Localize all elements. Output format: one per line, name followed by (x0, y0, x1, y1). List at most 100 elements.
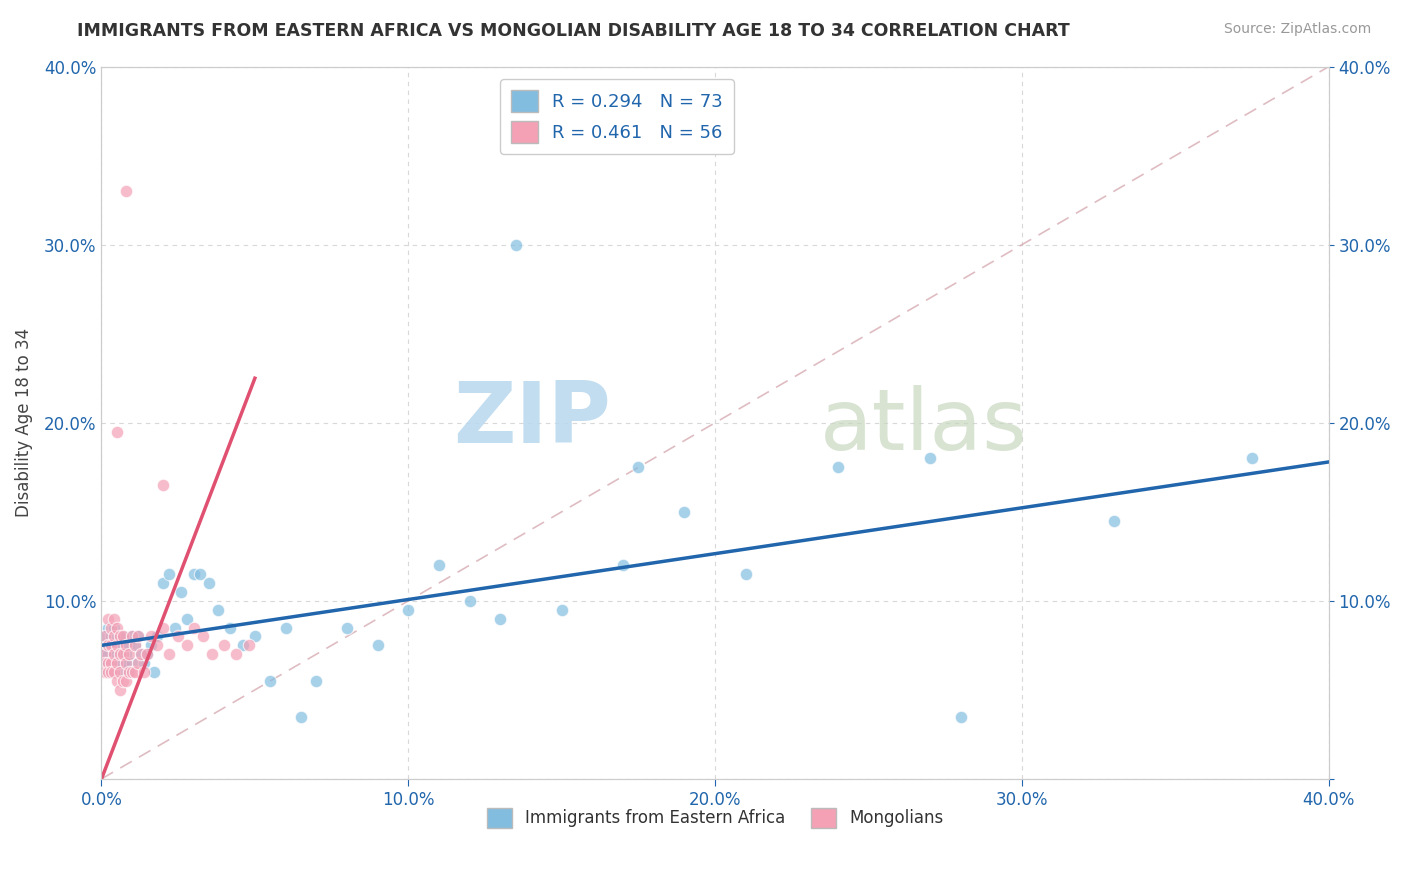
Point (93, 665, 115, 679)
Point (458, 594, 481, 608)
Point (105, 630, 128, 644)
Point (93, 630, 115, 644)
Point (336, 621, 359, 635)
Point (108, 682, 131, 697)
Point (105, 638, 128, 652)
Point (127, 656, 149, 670)
Point (183, 621, 205, 635)
Text: ZIP: ZIP (453, 377, 610, 460)
Point (427, 558, 450, 573)
Point (108, 647, 131, 661)
Point (118, 665, 141, 679)
Point (100, 665, 122, 679)
Point (105, 425, 128, 439)
Point (103, 612, 125, 626)
Point (157, 567, 180, 582)
Point (274, 621, 297, 635)
Point (121, 630, 143, 644)
Point (188, 567, 211, 582)
Point (127, 630, 149, 644)
Point (103, 656, 125, 670)
Point (165, 621, 187, 635)
Point (232, 638, 254, 652)
Point (124, 638, 146, 652)
Point (551, 603, 574, 617)
Point (131, 647, 153, 661)
Point (152, 621, 174, 635)
Point (100, 665, 122, 679)
Point (105, 673, 128, 688)
Point (136, 647, 159, 661)
Point (225, 647, 247, 661)
Point (115, 673, 138, 688)
Point (134, 656, 156, 670)
Point (97, 612, 120, 626)
Point (118, 647, 141, 661)
Point (396, 603, 419, 617)
Point (105, 656, 128, 670)
Point (103, 630, 125, 644)
Point (673, 505, 696, 519)
Point (97, 665, 120, 679)
Point (115, 647, 138, 661)
Point (97, 638, 120, 652)
Point (115, 638, 138, 652)
Point (152, 478, 174, 492)
Point (145, 630, 167, 644)
Point (505, 237, 527, 252)
Point (827, 460, 849, 475)
Point (367, 638, 389, 652)
Point (97, 656, 120, 670)
Point (118, 665, 141, 679)
Point (176, 612, 198, 626)
Point (93, 630, 115, 644)
Point (152, 576, 174, 591)
Point (305, 673, 328, 688)
Point (139, 638, 162, 652)
Point (219, 621, 242, 635)
Point (259, 673, 281, 688)
Y-axis label: Disability Age 18 to 34: Disability Age 18 to 34 (15, 328, 32, 517)
Point (111, 630, 134, 644)
Point (108, 630, 131, 644)
Point (111, 673, 134, 688)
Point (167, 630, 190, 644)
Point (100, 621, 122, 635)
Point (100, 656, 122, 670)
Point (97, 647, 120, 661)
Point (97, 638, 120, 652)
Point (191, 630, 214, 644)
Point (183, 567, 205, 582)
Point (136, 647, 159, 661)
Point (734, 567, 756, 582)
Point (103, 638, 125, 652)
Point (111, 656, 134, 670)
Point (207, 603, 229, 617)
Point (918, 451, 941, 466)
Point (176, 638, 198, 652)
Point (100, 638, 122, 652)
Point (121, 656, 143, 670)
Point (103, 665, 125, 679)
Text: IMMIGRANTS FROM EASTERN AFRICA VS MONGOLIAN DISABILITY AGE 18 TO 34 CORRELATION : IMMIGRANTS FROM EASTERN AFRICA VS MONGOL… (77, 22, 1070, 40)
Point (100, 638, 122, 652)
Text: Source: ZipAtlas.com: Source: ZipAtlas.com (1223, 22, 1371, 37)
Point (121, 665, 143, 679)
Point (121, 630, 143, 644)
Point (198, 576, 221, 591)
Point (108, 665, 131, 679)
Point (111, 638, 134, 652)
Point (93, 656, 115, 670)
Point (103, 621, 125, 635)
Point (97, 621, 120, 635)
Point (108, 630, 131, 644)
Point (145, 638, 167, 652)
Point (97, 656, 120, 670)
Point (612, 558, 634, 573)
Point (105, 638, 128, 652)
Point (100, 656, 122, 670)
Point (100, 630, 122, 644)
Point (243, 630, 266, 644)
Point (115, 184, 138, 198)
Point (103, 647, 125, 661)
